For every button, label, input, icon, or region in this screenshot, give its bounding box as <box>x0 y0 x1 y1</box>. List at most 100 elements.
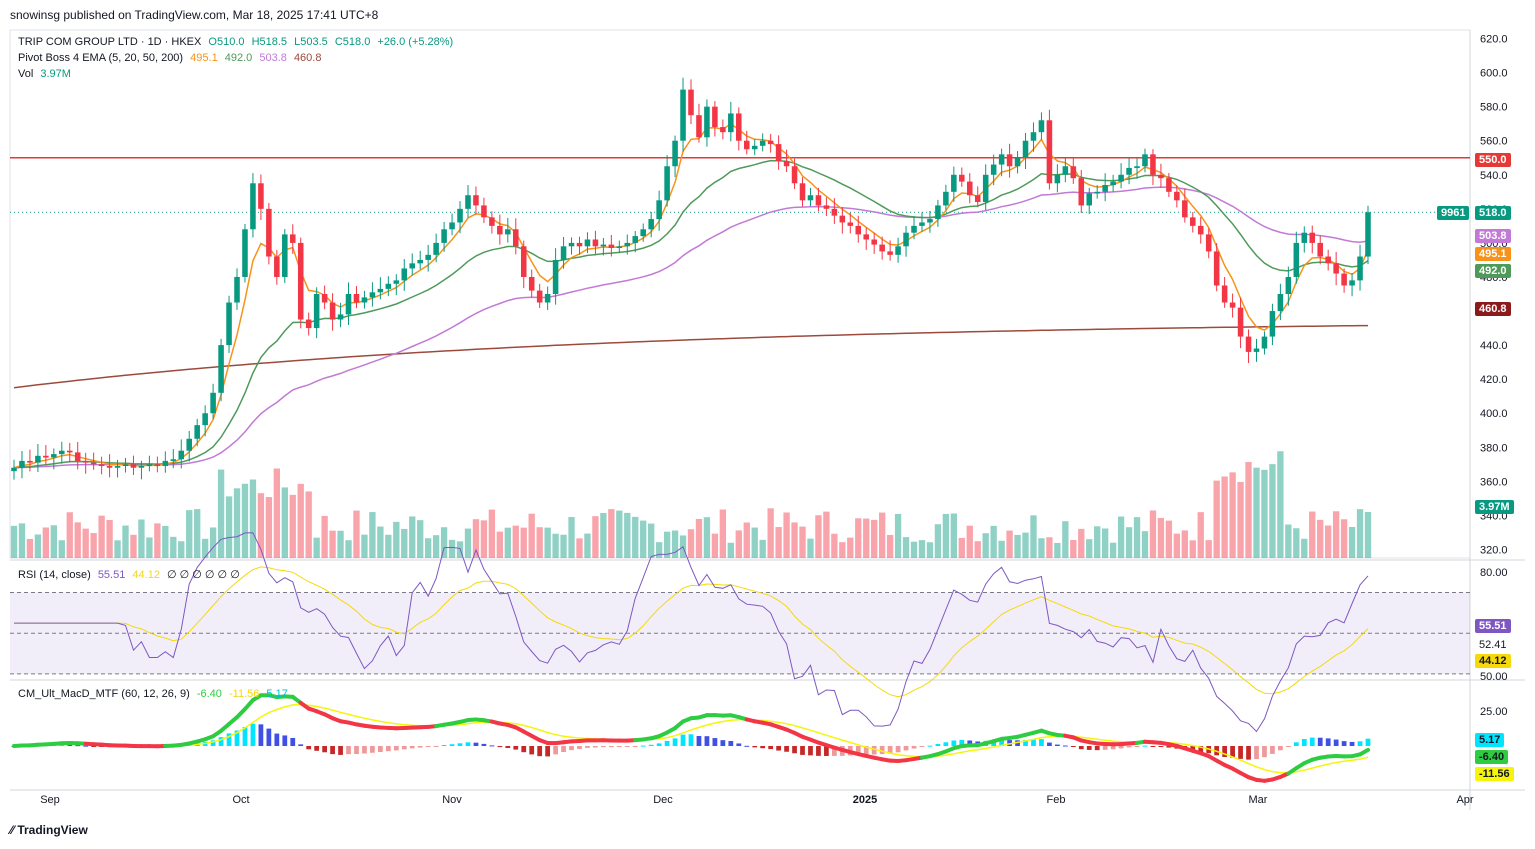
candle-body <box>1110 181 1116 185</box>
macd-histogram-bar <box>441 745 447 747</box>
volume-bar <box>600 512 607 558</box>
publish-header: snowinsg published on TradingView.com, M… <box>10 8 379 22</box>
macd-tick-label: 25.00 <box>1480 706 1508 718</box>
volume-bar <box>321 515 328 558</box>
candle-body <box>1261 336 1268 349</box>
time-tick-label: Nov <box>442 794 462 806</box>
macd-histogram-bar <box>616 746 622 747</box>
volume-bar <box>361 534 368 558</box>
macd-histogram-bar <box>1365 738 1371 746</box>
candle-body <box>624 242 631 247</box>
volume-bar <box>34 534 42 558</box>
volume-bar <box>966 525 973 558</box>
main-legend: TRIP COM GROUP LTD · 1D · HKEX O510.0 H5… <box>18 36 457 48</box>
candle-body <box>1102 184 1108 192</box>
volume-bar <box>520 527 527 558</box>
macd-histogram-bar <box>1102 746 1108 750</box>
candle-body <box>1253 348 1260 352</box>
macd-histogram-bar <box>760 746 766 749</box>
candle-body <box>799 183 806 201</box>
macd-histogram-bar <box>505 746 511 748</box>
macd-histogram-bar <box>887 746 893 754</box>
macd-histogram-bar <box>425 746 431 748</box>
candle-body <box>146 464 153 467</box>
volume-bar <box>727 542 734 558</box>
volume-bar <box>592 516 599 558</box>
candle-body <box>449 222 455 230</box>
ema-title[interactable]: Pivot Boss 4 EMA (5, 20, 50, 200) <box>18 52 184 64</box>
macd-histogram-bar <box>943 742 949 746</box>
volume-bar <box>401 528 408 558</box>
candle-body <box>1333 263 1339 274</box>
volume-bar <box>910 541 918 558</box>
macd-histogram-bar <box>1238 746 1243 759</box>
macd-title[interactable]: CM_Ult_MacD_MTF (60, 12, 26, 9) <box>18 688 190 700</box>
macd-histogram-bar <box>409 746 415 749</box>
candle-body <box>528 276 535 291</box>
volume-bar <box>998 540 1005 558</box>
candle-body <box>11 467 17 472</box>
candle-body <box>1150 154 1156 175</box>
ema50-tag: 503.8 <box>1475 229 1511 243</box>
volume-bar <box>146 537 153 558</box>
volume-bar <box>863 518 870 558</box>
candle-body <box>1126 167 1132 175</box>
candle-body <box>656 200 662 220</box>
candle-body <box>122 464 129 467</box>
candle-body <box>337 314 344 320</box>
volume-bar <box>632 516 639 558</box>
macd-histogram-bar <box>537 746 543 757</box>
volume-bar <box>337 530 344 558</box>
candle-body <box>329 302 336 320</box>
volume-bar <box>807 538 814 558</box>
macd-histogram-bar <box>1254 746 1259 760</box>
macd-histogram-bar <box>1142 745 1148 747</box>
candle-body <box>481 205 487 218</box>
macd-histogram-bar <box>417 746 423 748</box>
candle-body <box>1190 217 1196 226</box>
macd-histogram-bar <box>624 746 630 747</box>
candle-body <box>178 450 185 460</box>
candle-body <box>847 222 854 226</box>
time-tick-label: 2025 <box>853 794 877 806</box>
macd-histogram-bar <box>1150 746 1156 747</box>
volume-bar <box>759 539 766 558</box>
vol-title[interactable]: Vol <box>18 68 34 80</box>
macd-histogram-bar <box>768 746 774 750</box>
volume-bar <box>1253 467 1260 558</box>
volume-bar <box>10 525 18 558</box>
symbol-title[interactable]: TRIP COM GROUP LTD · 1D · HKEX <box>18 36 202 48</box>
vol-legend: Vol 3.97M <box>18 68 75 80</box>
macd-histogram-bar <box>298 744 304 746</box>
tradingview-logo[interactable]: ⁄⁄ TradingView <box>10 823 88 837</box>
candle-body <box>297 242 304 320</box>
macd-tick-label: 50.00 <box>1480 671 1508 683</box>
macd-histogram-bar <box>362 746 367 754</box>
candle-body <box>345 294 352 315</box>
time-tick-label: Dec <box>653 794 673 806</box>
macd-histogram-bar <box>545 746 551 757</box>
volume-bar <box>305 491 312 558</box>
volume-bar <box>1094 526 1101 558</box>
volume-bar <box>265 497 273 558</box>
volume-bar <box>823 511 830 558</box>
volume-bar <box>1030 515 1037 558</box>
candle-body <box>242 229 248 277</box>
volume-bar <box>1237 481 1244 558</box>
volume-bar <box>1173 533 1181 558</box>
volume-bar <box>472 519 480 558</box>
macd-histogram-bar <box>1333 739 1339 746</box>
macd-histogram-bar <box>561 746 566 753</box>
macd-histogram-bar <box>393 746 399 751</box>
macd-legend: CM_Ult_MacD_MTF (60, 12, 26, 9) -6.40 -1… <box>18 688 292 700</box>
volume-bar <box>1205 540 1212 558</box>
macd-histogram-bar <box>1357 741 1363 746</box>
ema5-value: 495.1 <box>190 52 218 64</box>
candle-body <box>513 229 519 247</box>
price-tick-label: 380.0 <box>1480 442 1508 454</box>
volume-bar <box>950 513 958 558</box>
rsi-mid-tag: 52.41 <box>1475 638 1511 652</box>
macd-histogram-bar <box>306 746 312 750</box>
rsi-title[interactable]: RSI (14, close) <box>18 569 91 581</box>
